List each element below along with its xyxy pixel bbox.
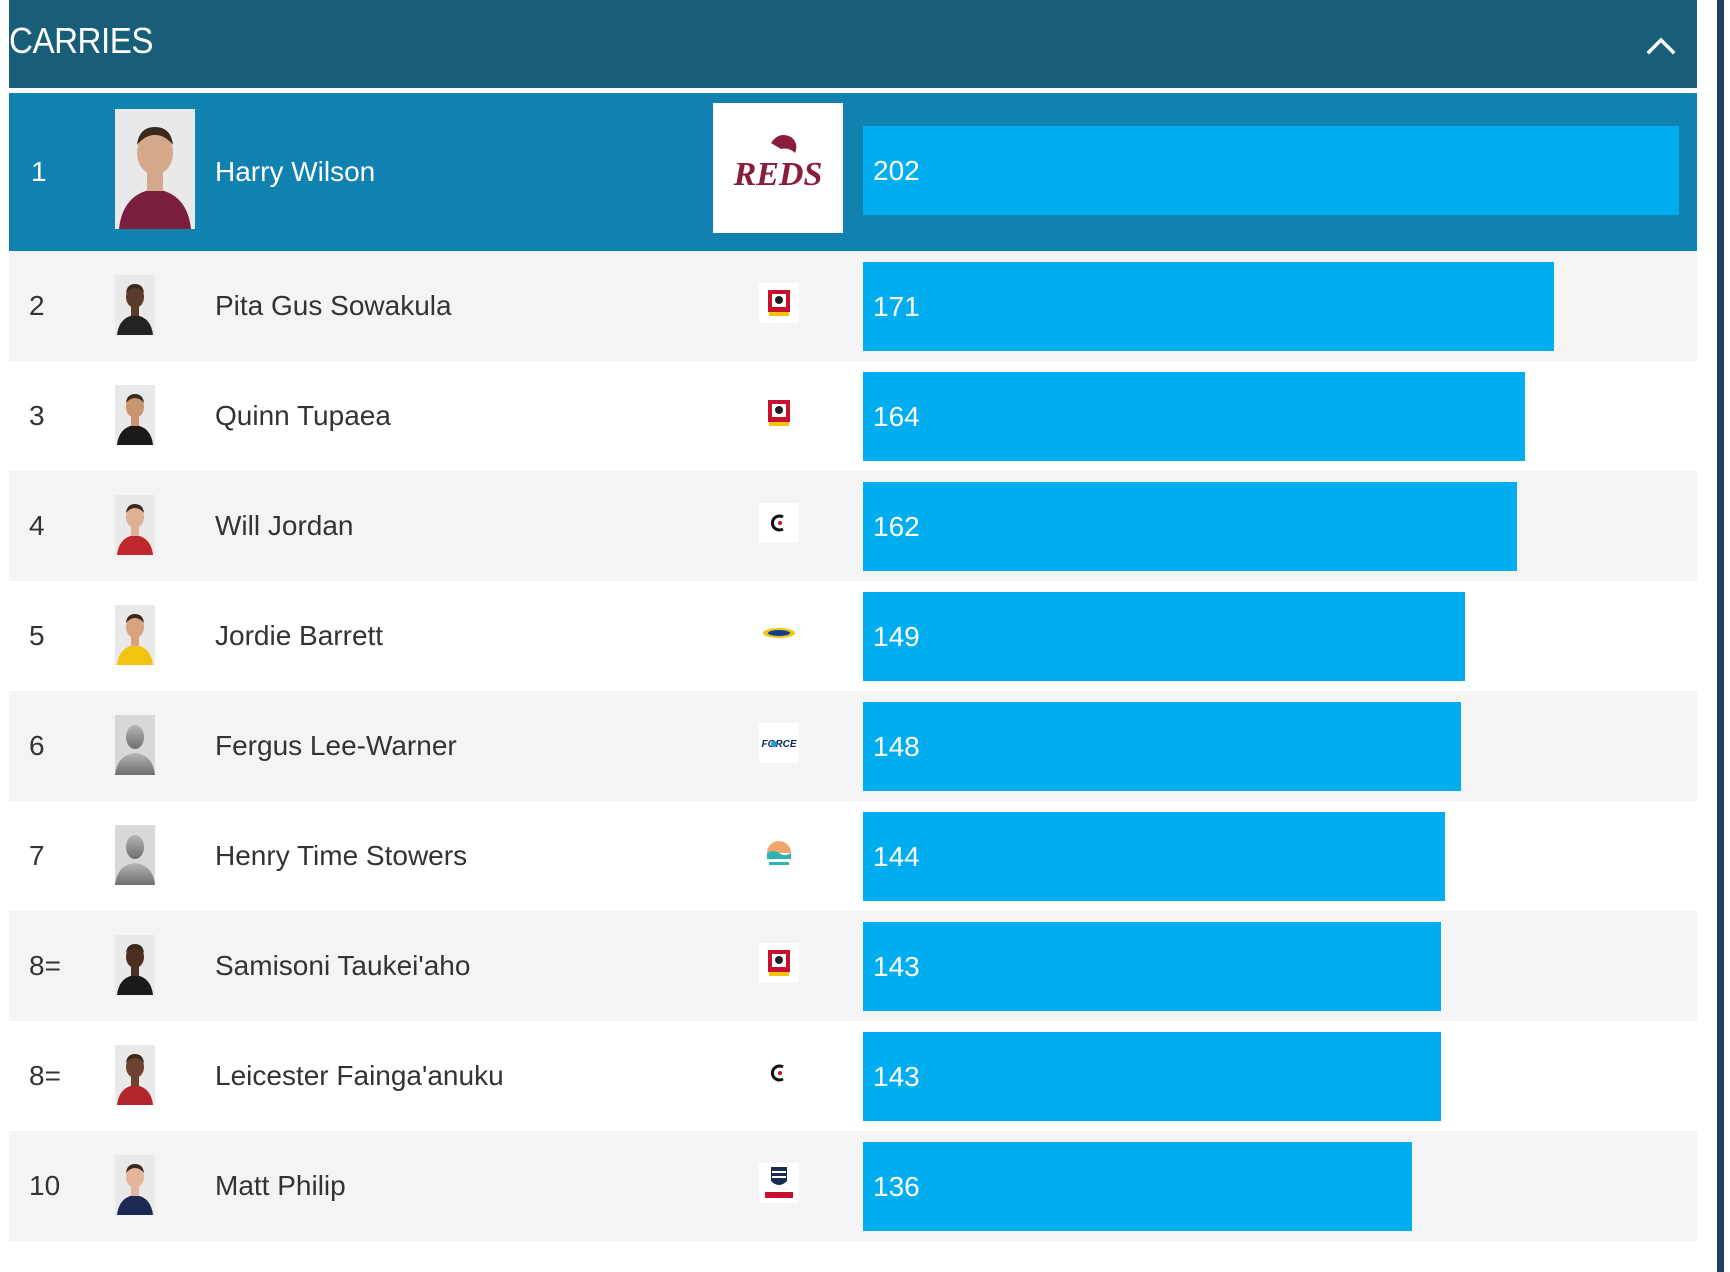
player-name[interactable]: Henry Time Stowers	[215, 840, 468, 871]
value-bar: 171	[863, 262, 1554, 351]
leaderboard-row[interactable]: 8= Leicester Fainga'anuku 143	[9, 1021, 1697, 1131]
rank-label: 8=	[29, 950, 61, 981]
bar-value-label: 144	[873, 840, 920, 872]
player-photo[interactable]	[115, 1155, 155, 1215]
leaderboard-row[interactable]: 8= Samisoni Taukei'aho 143	[9, 911, 1697, 1021]
scrollbar-track[interactable]	[1717, 0, 1724, 1272]
rank-label: 3	[29, 400, 45, 431]
player-name[interactable]: Harry Wilson	[215, 156, 376, 187]
section-header[interactable]: CARRIES	[9, 0, 1697, 90]
moana-pasifika-logo-icon[interactable]	[759, 833, 799, 873]
carries-leaderboard: CARRIES 1 Harry Wilson REDS 202 2 Pita Gus So…	[9, 0, 1697, 1241]
player-photo[interactable]	[115, 275, 155, 335]
value-bar: 143	[863, 1032, 1441, 1121]
player-name[interactable]: Will Jordan	[215, 510, 354, 541]
force-logo-icon[interactable]: FORCE	[759, 723, 799, 763]
player-name[interactable]: Leicester Fainga'anuku	[215, 1060, 504, 1091]
player-name[interactable]: Fergus Lee-Warner	[215, 730, 457, 761]
placeholder-avatar[interactable]	[115, 825, 155, 885]
rank-label: 6	[29, 730, 45, 761]
placeholder-avatar[interactable]	[115, 715, 155, 775]
bar-value-label: 164	[873, 400, 920, 432]
crusaders-logo-icon[interactable]	[759, 1053, 799, 1093]
chiefs-logo-icon[interactable]	[759, 283, 799, 323]
player-name[interactable]: Quinn Tupaea	[215, 400, 391, 431]
player-photo[interactable]	[115, 495, 155, 555]
player-name[interactable]: Samisoni Taukei'aho	[215, 950, 471, 981]
leaderboard-row[interactable]: 6 Fergus Lee-Warner FORCE 148	[9, 691, 1697, 801]
value-bar: 148	[863, 702, 1461, 791]
chiefs-logo-icon[interactable]	[759, 393, 799, 433]
rank-label: 2	[29, 290, 45, 321]
rank-label: 4	[29, 510, 45, 541]
player-photo[interactable]	[115, 385, 155, 445]
bar-value-label: 143	[873, 1060, 920, 1092]
value-bar: 149	[863, 592, 1465, 681]
value-bar: 162	[863, 482, 1517, 571]
leaderboard-rows: 1 Harry Wilson REDS 202 2 Pita Gus Sowakula 17…	[9, 93, 1697, 1241]
player-name[interactable]: Matt Philip	[215, 1170, 346, 1201]
crusaders-logo-icon[interactable]	[759, 503, 799, 543]
leaderboard-row[interactable]: 1 Harry Wilson REDS 202	[9, 93, 1697, 251]
player-photo[interactable]	[115, 935, 155, 995]
hurricanes-logo-icon[interactable]	[759, 613, 799, 653]
value-bar: 136	[863, 1142, 1412, 1231]
player-photo[interactable]	[115, 1045, 155, 1105]
leaderboard-row[interactable]: 4 Will Jordan 162	[9, 471, 1697, 581]
bar-value-label: 136	[873, 1170, 920, 1202]
svg-text:REDS: REDS	[733, 156, 823, 193]
chiefs-logo-icon[interactable]	[759, 943, 799, 983]
section-title: CARRIES	[9, 20, 154, 61]
bar-value-label: 149	[873, 620, 920, 652]
reds-logo-icon[interactable]: REDS	[713, 103, 843, 233]
value-bar: 164	[863, 372, 1525, 461]
value-bar: 144	[863, 812, 1445, 901]
chevron-up-icon[interactable]	[1637, 22, 1685, 70]
leaderboard-row[interactable]: 2 Pita Gus Sowakula 171	[9, 251, 1697, 361]
leaderboard-row[interactable]: 5 Jordie Barrett 149	[9, 581, 1697, 691]
value-bar: 143	[863, 922, 1441, 1011]
scrollbar[interactable]	[1714, 0, 1730, 1272]
rank-label: 8=	[29, 1060, 61, 1091]
bar-value-label: 171	[873, 290, 920, 322]
value-bar: 202	[863, 126, 1679, 215]
bar-value-label: 162	[873, 510, 920, 542]
rank-label: 1	[31, 156, 47, 187]
player-photo[interactable]	[115, 605, 155, 665]
leaderboard-row[interactable]: 3 Quinn Tupaea 164	[9, 361, 1697, 471]
rank-label: 10	[29, 1170, 61, 1201]
player-name[interactable]: Pita Gus Sowakula	[215, 290, 452, 321]
rank-label: 7	[29, 840, 45, 871]
rebels-logo-icon[interactable]	[759, 1163, 799, 1203]
player-photo[interactable]	[115, 109, 195, 229]
leaderboard-row[interactable]: 7 Henry Time Stowers 144	[9, 801, 1697, 911]
bar-value-label: 202	[873, 154, 920, 186]
bar-value-label: 143	[873, 950, 920, 982]
rank-label: 5	[29, 620, 45, 651]
player-name[interactable]: Jordie Barrett	[215, 620, 384, 651]
leaderboard-row[interactable]: 10 Matt Philip 136	[9, 1131, 1697, 1241]
bar-value-label: 148	[873, 730, 920, 762]
svg-text:FORCE: FORCE	[762, 739, 797, 750]
